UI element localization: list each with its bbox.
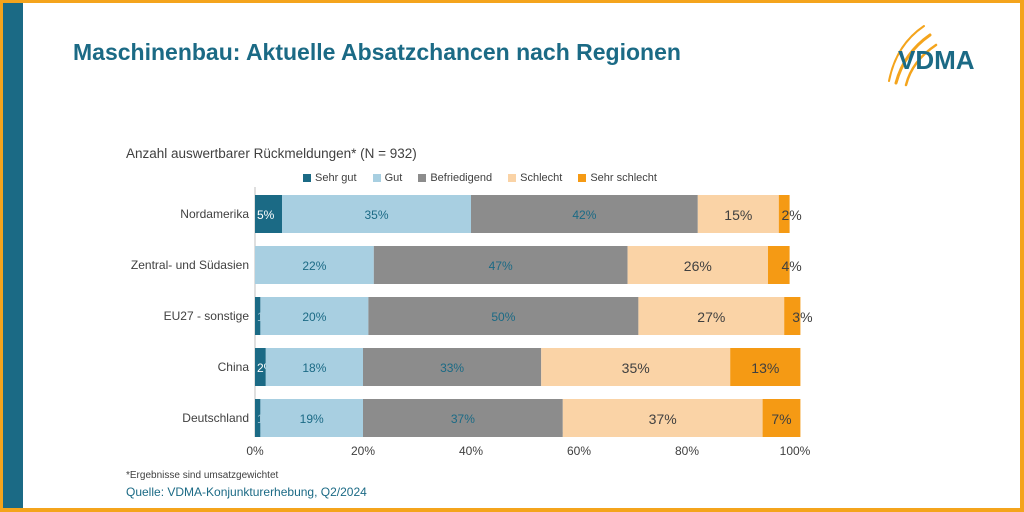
x-tick-label: 80% (675, 444, 699, 458)
bar-segment (282, 195, 471, 233)
legend-label: Gut (384, 172, 403, 184)
bar-segment (265, 348, 363, 386)
data-label: 33% (440, 361, 464, 375)
data-label: 4% (781, 258, 801, 274)
legend-swatch (578, 174, 587, 182)
logo-text: VDMA (898, 45, 975, 75)
category-label: EU27 - sonstige (164, 309, 250, 323)
x-tick-label: 60% (567, 444, 591, 458)
legend-item: Sehr gut (303, 172, 357, 184)
slide: Maschinenbau: Aktuelle Absatzchancen nac… (3, 3, 1020, 508)
bar-segment (260, 297, 369, 335)
legend-swatch (508, 174, 517, 182)
chart-legend: Sehr gut Gut Befriedigend Schlecht Sehr schl… (303, 169, 657, 187)
x-tick-label: 20% (351, 444, 375, 458)
legend-item: Gut (372, 172, 403, 184)
bar-segment (778, 195, 790, 233)
data-label: 7% (771, 411, 791, 427)
bar-segment (255, 399, 261, 437)
vdma-logo: VDMA (888, 25, 975, 87)
bar-segment (255, 195, 282, 233)
bar-segment (627, 246, 768, 284)
x-tick-label: 0% (246, 444, 264, 458)
legend-swatch (372, 174, 381, 182)
legend-label: Schlecht (520, 172, 563, 184)
bar-segment (762, 399, 801, 437)
stacked-bar-chart: 0% 20% 40% 60% 80% 100% Nordamerika 5% 35% 42% 15%… (131, 187, 813, 458)
data-label: 18% (302, 361, 326, 375)
bar-segment (255, 246, 374, 284)
data-label: 50% (491, 310, 515, 324)
logo-arc-1 (894, 33, 932, 85)
legend-label: Befriedigend (430, 172, 493, 184)
category-label: Nordamerika (180, 207, 249, 221)
data-label: 35% (364, 208, 388, 222)
bar-segment (368, 297, 639, 335)
bar-segment (363, 348, 542, 386)
bar-segment (373, 246, 628, 284)
logo-arc-3 (904, 43, 938, 87)
data-label: 20% (302, 310, 326, 324)
data-label: 13% (751, 360, 779, 376)
legend-item: Sehr schlecht (578, 172, 657, 184)
legend-label: Sehr gut (315, 172, 357, 184)
page-title: Maschinenbau: Aktuelle Absatzchancen nac… (73, 39, 681, 65)
data-label: 15% (724, 207, 752, 223)
data-label: 35% (622, 360, 650, 376)
data-label: 37% (649, 411, 677, 427)
data-label: 3% (792, 309, 812, 325)
chart-title: Anzahl auswertbarer Rückmeldungen* (N = … (126, 146, 417, 161)
legend-label: Sehr schlecht (590, 172, 657, 184)
data-label: 37% (451, 412, 475, 426)
data-label: 27% (697, 309, 725, 325)
legend-swatch (418, 174, 427, 182)
bar-segment (784, 297, 801, 335)
data-label: 19% (300, 412, 324, 426)
logo-arc-2 (888, 25, 925, 82)
side-accent-bar (3, 3, 23, 508)
bar-segment (562, 399, 763, 437)
data-label: 2% (781, 207, 801, 223)
category-label: Zentral- und Südasien (131, 258, 249, 272)
legend-swatch (303, 174, 311, 182)
data-label: 22% (302, 259, 326, 273)
source-note: Quelle: VDMA-Konjunkturerhebung, Q2/2024 (126, 485, 367, 499)
bar-segment (768, 246, 790, 284)
bar-segment (471, 195, 698, 233)
x-tick-label: 40% (459, 444, 483, 458)
data-label: 5% (257, 208, 275, 222)
bar-segment (638, 297, 785, 335)
legend-item: Befriedigend (418, 172, 492, 184)
data-label: 26% (684, 258, 712, 274)
footnote: *Ergebnisse sind umsatzgewichtet (126, 470, 279, 481)
legend-item: Schlecht (508, 172, 562, 184)
category-label: China (218, 360, 250, 374)
bar-segment (541, 348, 731, 386)
bar-segment (255, 348, 266, 386)
bar-segment (255, 297, 261, 335)
bar-segment (260, 399, 363, 437)
x-tick-label: 100% (780, 444, 811, 458)
bar-segment (730, 348, 801, 386)
bar-segment (363, 399, 563, 437)
data-label: 42% (572, 208, 596, 222)
bar-segment (697, 195, 779, 233)
category-label: Deutschland (182, 411, 249, 425)
data-label: 47% (489, 259, 513, 273)
